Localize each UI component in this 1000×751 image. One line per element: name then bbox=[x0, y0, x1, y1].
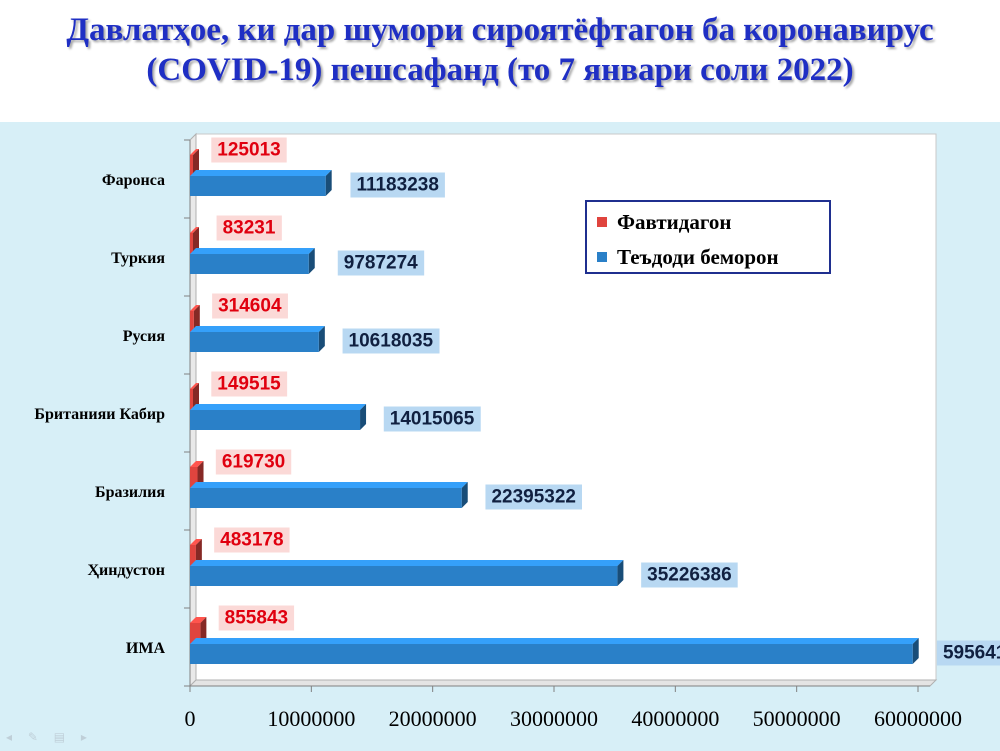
bar-chart: Фаронса 125013 11183238 Туркия 83231 9787274 Р… bbox=[34, 132, 1000, 731]
category-label: Бразилия bbox=[95, 484, 165, 501]
bar-deaths bbox=[190, 311, 194, 333]
category-label: Фаронса bbox=[102, 172, 165, 189]
data-label-cases-box bbox=[337, 250, 425, 276]
bar-deaths bbox=[190, 389, 193, 411]
bar-cases bbox=[190, 176, 326, 196]
bar-cases bbox=[190, 644, 913, 664]
data-label-deaths-box bbox=[216, 215, 282, 241]
bar-deaths bbox=[190, 467, 198, 489]
x-tick-label: 30000000 bbox=[510, 706, 598, 731]
x-tick-label: 10000000 bbox=[267, 706, 355, 731]
bar-cases bbox=[190, 410, 361, 430]
bar-cases-top bbox=[190, 170, 332, 176]
x-tick-label: 40000000 bbox=[631, 706, 719, 731]
bar-deaths bbox=[190, 623, 201, 645]
chart-title: Давлатҳое, ки дар шумори сироятёфтагон б… bbox=[0, 10, 1000, 90]
bar-deaths-top bbox=[190, 149, 199, 155]
data-label-cases: 10618035 bbox=[349, 331, 434, 352]
bar-cases bbox=[190, 332, 319, 352]
bar-cases-side bbox=[912, 638, 919, 664]
data-label-cases: 59564116 bbox=[943, 643, 1000, 664]
chart-title-line-2: (COVID-19) пешсафанд (то 7 январи соли 2… bbox=[146, 52, 854, 88]
data-label-cases: 11183238 bbox=[356, 175, 438, 196]
bar-cases-top bbox=[190, 560, 624, 566]
category-label: Русия bbox=[123, 328, 166, 345]
category-label: Британияи Кабир bbox=[34, 406, 165, 423]
slide-navigation-icons[interactable]: ◂ ✎ ▤ ▸ bbox=[6, 730, 93, 744]
x-tick-label: 60000000 bbox=[874, 706, 962, 731]
data-label-cases: 35226386 bbox=[647, 565, 732, 586]
bar-deaths bbox=[190, 545, 196, 567]
data-label-cases-box bbox=[342, 328, 440, 354]
bar-deaths-top bbox=[190, 617, 207, 623]
data-label-cases-box bbox=[350, 172, 445, 198]
data-label-deaths: 83231 bbox=[223, 218, 276, 239]
bar-cases-top bbox=[190, 248, 315, 254]
chart-title-line-1: Давлатҳое, ки дар шумори сироятёфтагон б… bbox=[66, 12, 934, 48]
data-label-deaths-box bbox=[218, 605, 295, 631]
bar-cases-top bbox=[190, 482, 468, 488]
data-label-deaths-box bbox=[212, 293, 288, 319]
bar-cases-top bbox=[190, 404, 367, 410]
data-label-deaths: 619730 bbox=[222, 452, 285, 473]
category-label: Ҳиндустон bbox=[87, 562, 165, 579]
category-label: Туркия bbox=[111, 250, 165, 267]
bar-deaths bbox=[190, 155, 193, 177]
bar-cases-side bbox=[617, 560, 624, 586]
legend-label-cases: Теъдоди беморон bbox=[617, 244, 779, 269]
legend-item-deaths: Фавтидагон bbox=[597, 207, 732, 237]
data-label-cases-box bbox=[936, 640, 1000, 666]
x-tick-label: 20000000 bbox=[389, 706, 477, 731]
data-label-cases: 9787274 bbox=[344, 253, 418, 274]
bar-deaths-top bbox=[190, 539, 202, 545]
bar-cases-side bbox=[318, 326, 325, 352]
bar-deaths-top bbox=[190, 383, 199, 389]
bar-cases-side bbox=[325, 170, 332, 196]
bar-cases-side bbox=[308, 248, 315, 274]
legend-label-deaths: Фавтидагон bbox=[617, 209, 732, 234]
legend-swatch-deaths bbox=[597, 217, 607, 227]
legend-item-cases: Теъдоди беморон bbox=[597, 242, 779, 272]
data-label-deaths-box bbox=[211, 137, 287, 163]
bar-deaths bbox=[190, 233, 193, 255]
bar-cases bbox=[190, 566, 618, 586]
bar-cases-side bbox=[360, 404, 367, 430]
bar-cases-side bbox=[461, 482, 468, 508]
data-label-deaths: 483178 bbox=[220, 530, 283, 551]
data-label-cases: 22395322 bbox=[491, 487, 576, 508]
x-tick-label: 0 bbox=[185, 706, 196, 731]
data-label-deaths-box bbox=[215, 449, 292, 475]
category-label: ИМА bbox=[126, 640, 166, 657]
bar-deaths-top bbox=[190, 305, 200, 311]
data-label-cases: 14015065 bbox=[390, 409, 475, 430]
data-label-cases-box bbox=[641, 562, 738, 588]
chart-legend: Фавтидагон Теъдоди беморон bbox=[585, 200, 831, 274]
data-label-deaths-box bbox=[214, 527, 290, 553]
data-label-deaths: 149515 bbox=[217, 374, 281, 395]
data-label-deaths: 125013 bbox=[217, 140, 280, 161]
data-label-cases-box bbox=[485, 484, 583, 510]
data-label-cases-box bbox=[383, 406, 481, 432]
data-label-deaths-box bbox=[211, 371, 288, 397]
legend-swatch-cases bbox=[597, 252, 607, 262]
data-label-deaths: 314604 bbox=[218, 296, 282, 317]
bar-cases-top bbox=[190, 326, 325, 332]
bar-cases bbox=[190, 254, 309, 274]
bar-cases-top bbox=[190, 638, 919, 644]
data-label-deaths: 855843 bbox=[225, 608, 288, 629]
chart-area: Фаронса 125013 11183238 Туркия 83231 9787274 Р… bbox=[0, 122, 1000, 751]
bar-cases bbox=[190, 488, 462, 508]
x-tick-label: 50000000 bbox=[753, 706, 841, 731]
plot-floor bbox=[188, 679, 938, 687]
bar-deaths-top bbox=[190, 461, 204, 467]
bar-deaths-top bbox=[190, 227, 199, 233]
